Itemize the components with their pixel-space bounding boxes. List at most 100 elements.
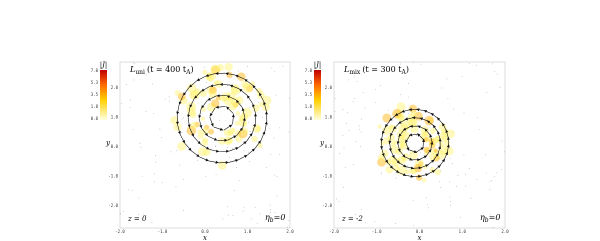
- x-axis-label: x: [203, 234, 207, 241]
- current-blob: [420, 133, 430, 143]
- current-blob: [214, 80, 223, 88]
- current-blob: [395, 148, 403, 156]
- arrow-head: [259, 92, 262, 97]
- dot: [402, 69, 404, 70]
- dot: [343, 186, 344, 188]
- arrow-head: [188, 147, 192, 151]
- eta-subscript: b: [270, 217, 274, 224]
- dot: [245, 142, 247, 144]
- dot: [274, 174, 276, 176]
- current-blob: [261, 103, 270, 112]
- dot: [232, 148, 234, 150]
- colorbar-tick-label: 3.5: [91, 92, 99, 97]
- dot: [125, 84, 127, 85]
- arrow-head: [224, 138, 228, 142]
- title-symbol: L: [129, 65, 135, 74]
- current-blob: [377, 157, 387, 167]
- eta-subscript: b: [485, 217, 489, 224]
- x-tick-label: -2.0: [115, 229, 125, 234]
- arrow-head: [249, 132, 253, 137]
- arrow-head: [215, 149, 220, 153]
- colorbar-tick-label: 7.0: [305, 68, 313, 73]
- arrow-head: [437, 130, 440, 135]
- arrow-head: [389, 165, 393, 169]
- current-blob: [389, 124, 394, 129]
- dot: [287, 226, 288, 228]
- y-axis-label: y: [319, 139, 325, 147]
- arrow-head: [194, 95, 198, 99]
- dot: [273, 137, 275, 139]
- arrow-head: [213, 137, 218, 141]
- dot: [447, 98, 449, 100]
- colorbar-tick-label: 7.0: [91, 68, 99, 73]
- dot: [456, 186, 457, 187]
- arrow-head: [225, 72, 229, 76]
- dot: [139, 142, 141, 144]
- x-tick-label: -1.0: [372, 229, 382, 234]
- dot: [419, 151, 421, 153]
- dot: [489, 181, 491, 182]
- colorbar: [314, 70, 321, 120]
- dot: [364, 68, 366, 69]
- dot: [360, 131, 362, 133]
- dot: [368, 66, 369, 68]
- colorbar-tick-label: 3.5: [305, 92, 313, 97]
- dot: [258, 101, 260, 103]
- dot: [449, 196, 451, 198]
- arrow-head: [241, 107, 245, 112]
- y-tick-label: -1.0: [108, 174, 118, 179]
- current-blob: [203, 124, 210, 130]
- dot: [342, 109, 344, 110]
- arrow-head: [395, 169, 400, 173]
- dot: [476, 65, 477, 66]
- z-label: z = -2: [341, 215, 363, 223]
- z-label: z = 0: [127, 215, 147, 223]
- dot: [446, 78, 448, 80]
- panel: Luni (t = 400 tA) |J|7.0 5.3 3.5 1.8 0.0 -2.0 -1…: [91, 61, 294, 241]
- title-time: (t = 300 t: [362, 65, 402, 74]
- dot: [153, 173, 155, 175]
- arrow-head: [385, 123, 389, 128]
- dot: [449, 157, 451, 159]
- dot: [452, 131, 454, 133]
- current-blob: [411, 168, 418, 175]
- y-tick-label: 1.0: [111, 115, 119, 120]
- y-tick-label: 1.0: [325, 115, 333, 120]
- dot: [412, 199, 414, 201]
- dot: [336, 198, 337, 200]
- current-blob: [251, 135, 258, 143]
- panel: Lmix (t = 300 tA) |J|7.0 5.3 3.5 1.8 0.0 -2.0 -1…: [305, 61, 509, 241]
- y-tick-label: -2.0: [108, 203, 118, 208]
- dot: [187, 130, 188, 132]
- dot: [489, 189, 491, 190]
- current-blob: [201, 127, 209, 135]
- current-blob: [223, 129, 231, 137]
- arrow-head: [396, 160, 400, 164]
- dot: [134, 63, 135, 64]
- eta-label: ηb=0: [480, 213, 500, 224]
- current-blob: [202, 137, 208, 143]
- title-close: ): [406, 65, 409, 74]
- dot: [355, 213, 357, 215]
- dot: [453, 108, 455, 110]
- arrow-head: [187, 124, 191, 128]
- title-time: (t = 400 t: [147, 65, 187, 74]
- dot: [239, 103, 241, 105]
- arrow-head: [264, 121, 268, 125]
- arrow-head: [244, 155, 248, 158]
- dot: [359, 146, 361, 148]
- dot: [206, 81, 207, 83]
- dot: [205, 175, 207, 177]
- current-blob: [227, 130, 234, 137]
- dot: [400, 63, 401, 65]
- arrow-head: [189, 84, 193, 88]
- dot: [232, 215, 234, 216]
- arrow-head: [254, 113, 258, 117]
- arrow-head: [433, 124, 436, 129]
- dot: [274, 70, 275, 72]
- arrow-head: [196, 153, 200, 157]
- arrow-head: [247, 95, 250, 99]
- arrow-head: [199, 124, 203, 129]
- arrow-head: [425, 173, 429, 177]
- current-blob: [438, 123, 447, 132]
